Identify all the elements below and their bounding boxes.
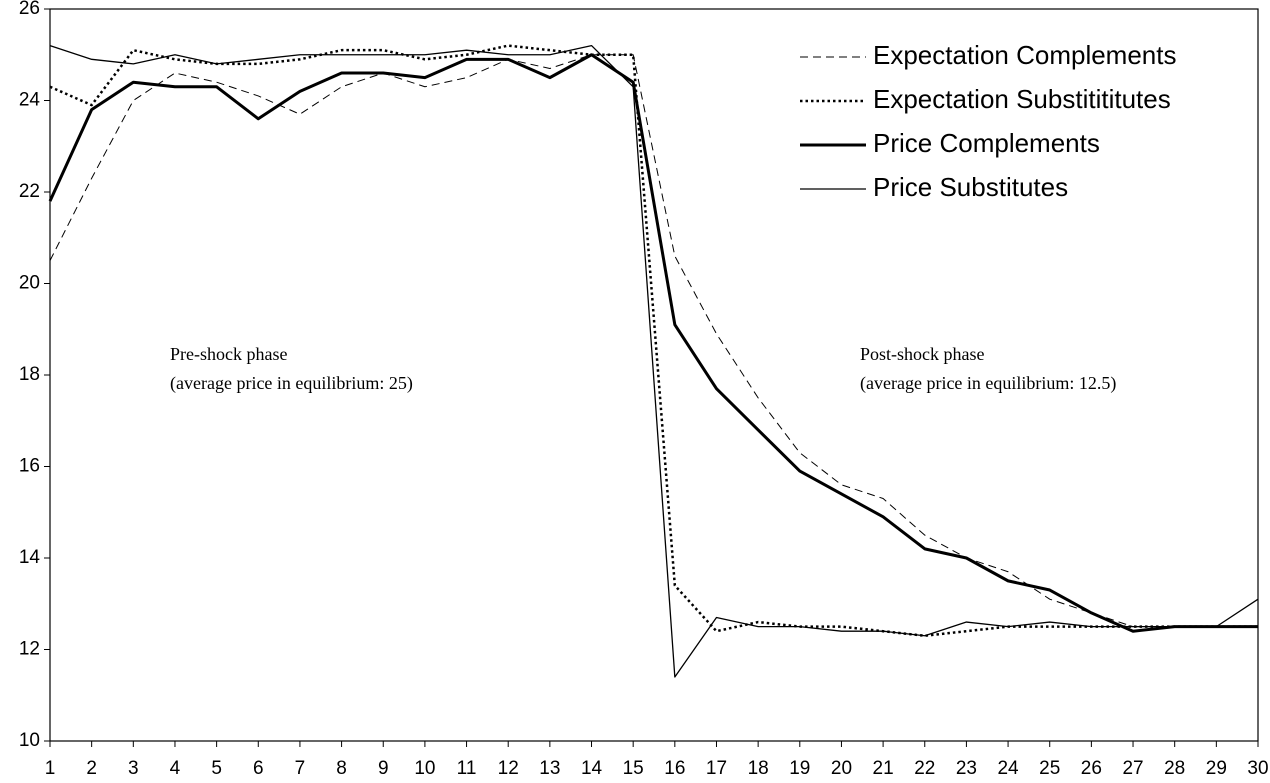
x-tick-label: 3	[128, 758, 139, 779]
x-tick-label: 8	[336, 758, 347, 779]
y-tick-label: 14	[19, 547, 41, 568]
y-tick-label: 26	[19, 0, 40, 19]
x-tick-label: 27	[1122, 758, 1143, 779]
x-tick-label: 7	[295, 758, 306, 779]
x-tick-label: 15	[623, 758, 644, 779]
y-tick-label: 10	[19, 730, 40, 751]
x-tick-label: 25	[1039, 758, 1060, 779]
y-tick-label: 22	[19, 181, 40, 202]
x-tick-label: 28	[1164, 758, 1185, 779]
x-tick-label: 26	[1081, 758, 1102, 779]
x-tick-label: 2	[86, 758, 97, 779]
x-tick-label: 16	[664, 758, 685, 779]
y-tick-label: 16	[19, 456, 40, 477]
x-tick-label: 29	[1206, 758, 1227, 779]
series-line	[49, 44, 1259, 678]
x-tick-label: 6	[253, 758, 264, 779]
x-tick-label: 24	[997, 758, 1019, 779]
x-tick-label: 4	[170, 758, 181, 779]
x-tick-label: 13	[539, 758, 560, 779]
x-tick-label: 17	[706, 758, 727, 779]
annotation: Pre-shock phase	[170, 344, 287, 364]
x-tick-label: 10	[414, 758, 435, 779]
x-tick-label: 14	[581, 758, 603, 779]
x-tick-label: 11	[457, 758, 477, 779]
series-line	[49, 54, 1258, 628]
legend-label: Expectation Substitititutes	[873, 84, 1171, 114]
series-line	[48, 53, 1258, 633]
x-tick-label: 22	[914, 758, 935, 779]
x-tick-label: 21	[873, 758, 894, 779]
x-tick-label: 23	[956, 758, 977, 779]
legend-label: Expectation Complements	[873, 40, 1176, 70]
x-tick-label: 5	[211, 758, 222, 779]
y-tick-label: 24	[19, 90, 41, 111]
legend-label: Price Complements	[873, 128, 1100, 158]
x-tick-label: 9	[378, 758, 389, 779]
annotation: (average price in equilibrium: 12.5)	[860, 373, 1116, 394]
x-tick-label: 1	[45, 758, 56, 779]
y-tick-label: 12	[19, 639, 40, 660]
x-tick-label: 19	[789, 758, 810, 779]
x-tick-label: 12	[498, 758, 519, 779]
series-line	[49, 44, 1258, 638]
legend-label: Price Substitutes	[873, 172, 1068, 202]
x-tick-label: 18	[748, 758, 769, 779]
x-tick-label: 20	[831, 758, 852, 779]
annotation: Post-shock phase	[860, 344, 985, 364]
x-tick-label: 30	[1247, 758, 1268, 779]
y-tick-label: 20	[19, 273, 40, 294]
annotation: (average price in equilibrium: 25)	[170, 373, 413, 394]
y-tick-label: 18	[19, 364, 40, 385]
